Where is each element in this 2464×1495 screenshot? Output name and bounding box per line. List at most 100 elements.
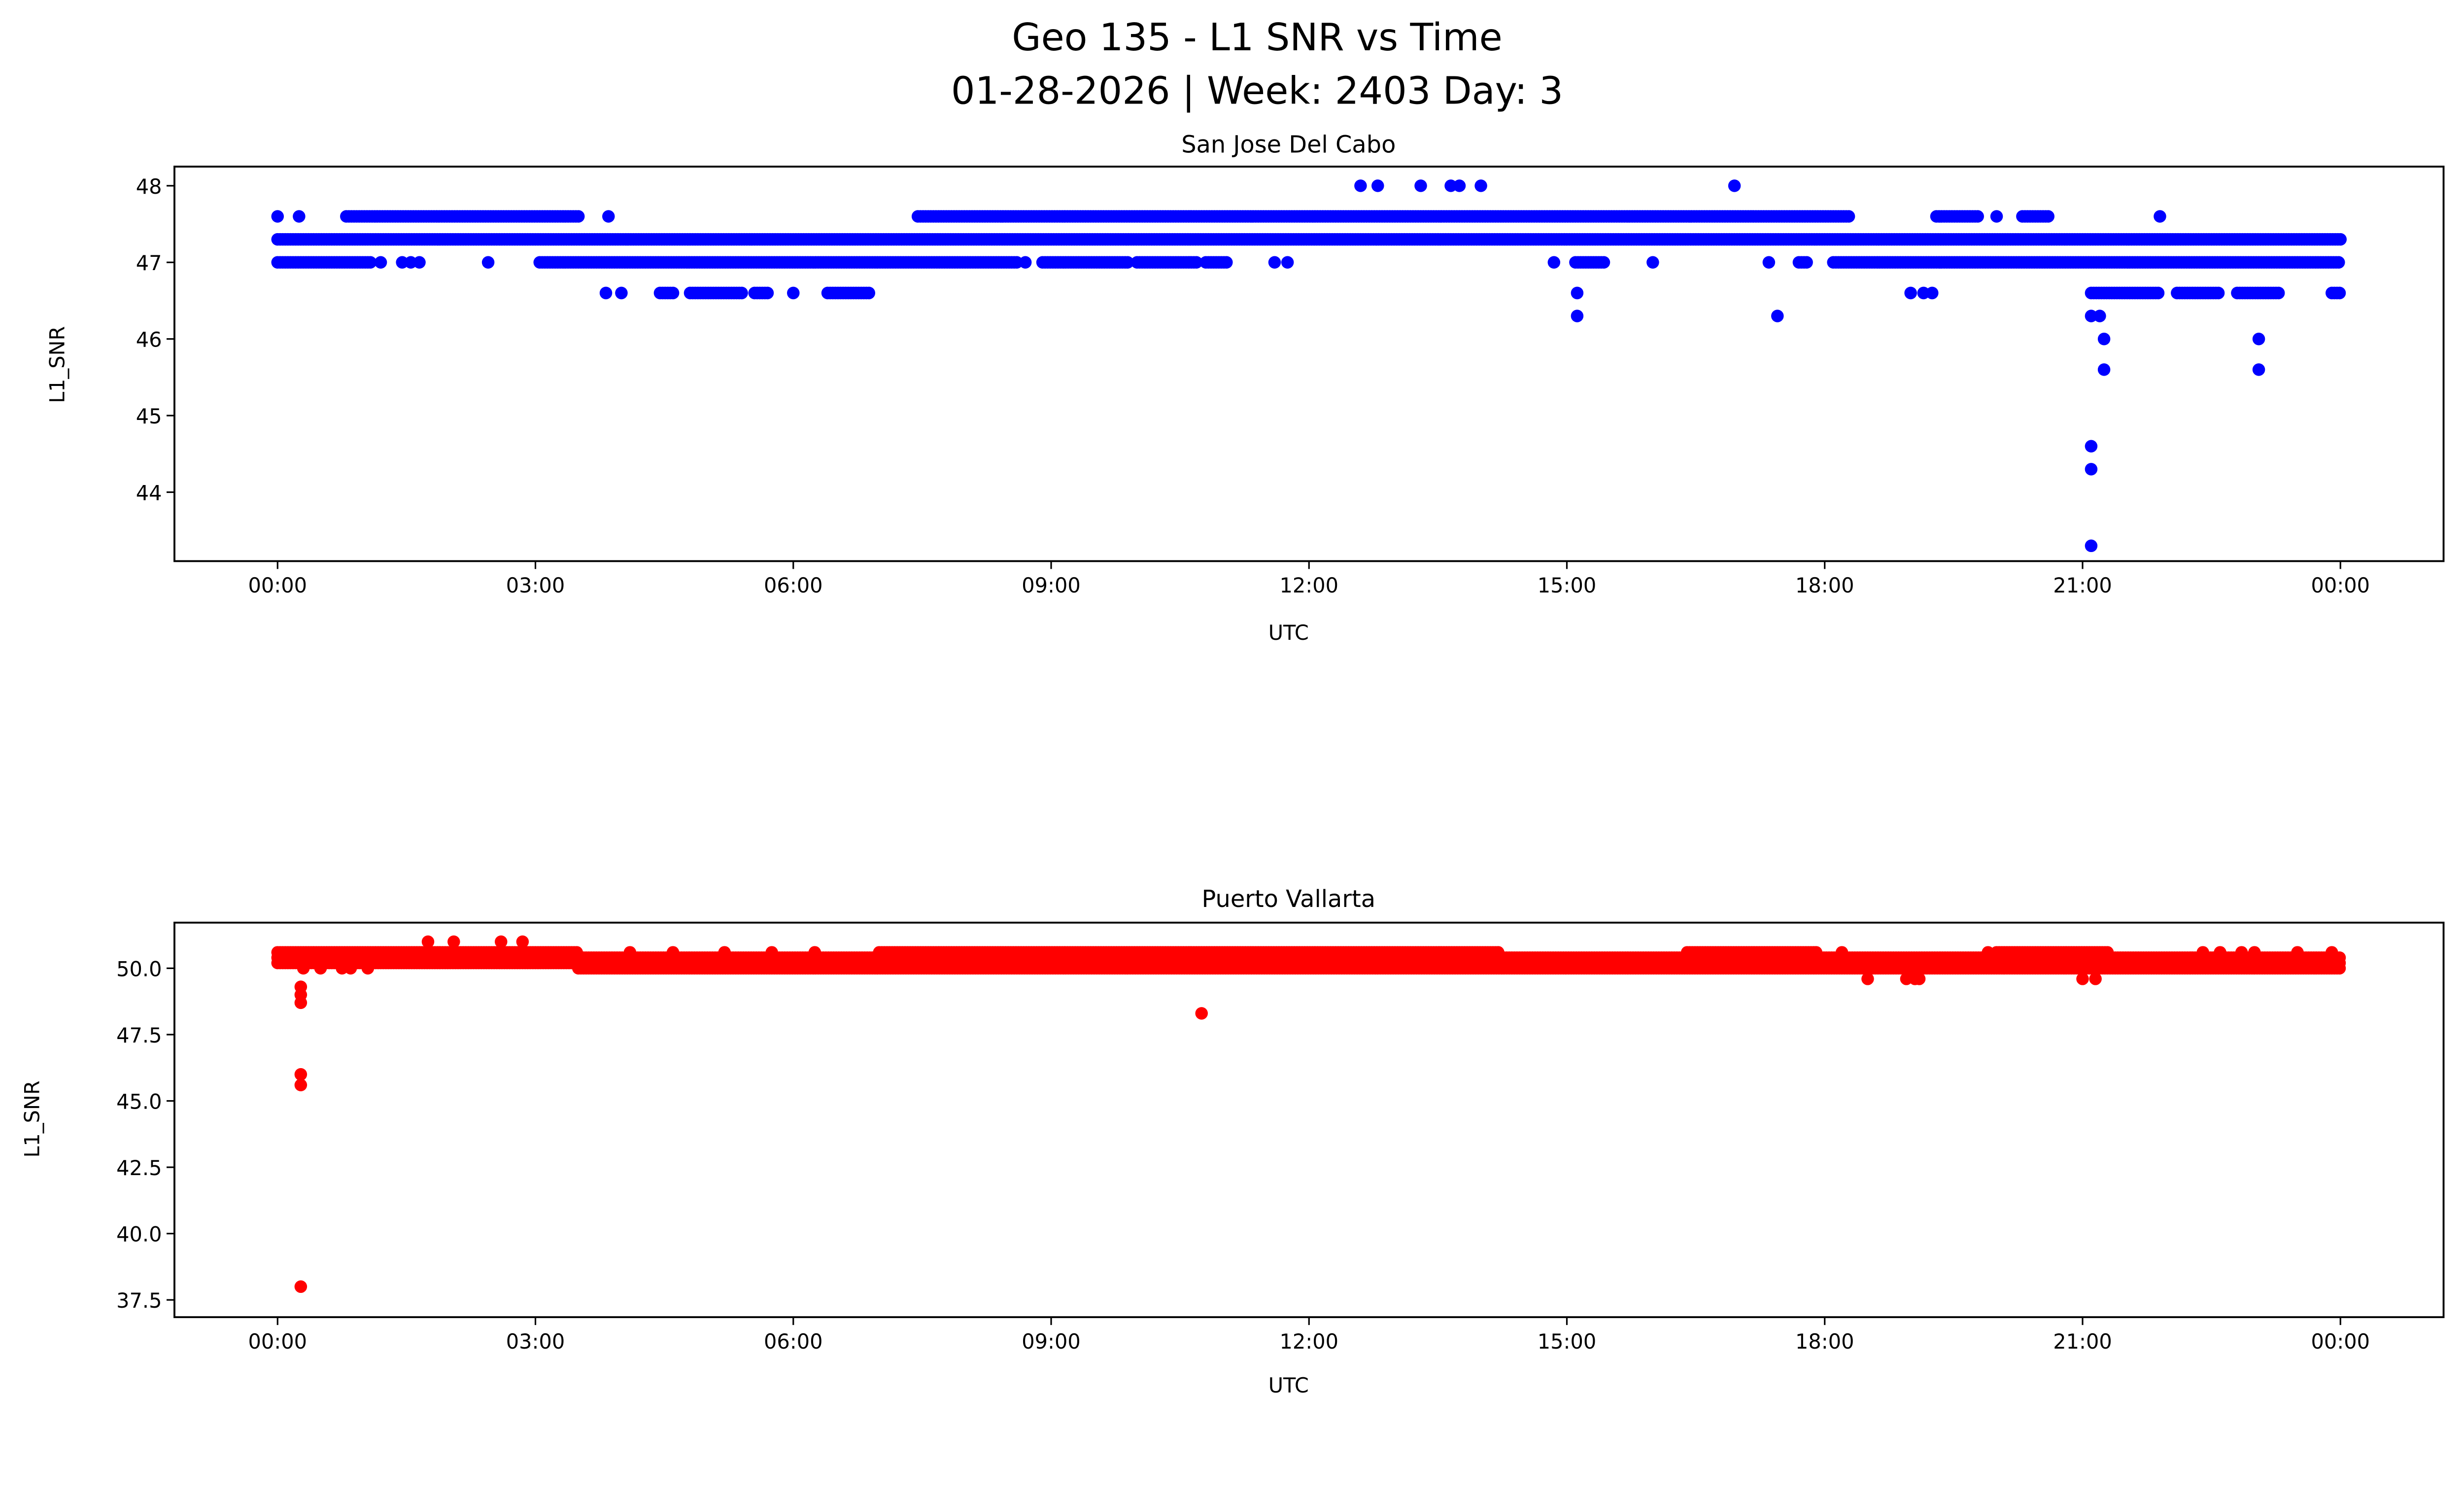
data-point xyxy=(2152,286,2165,300)
y-tick-label: 37.5 xyxy=(116,1289,162,1313)
y-tick-label: 44 xyxy=(136,481,162,505)
x-axis-label: UTC xyxy=(1268,1374,1309,1397)
data-point xyxy=(1547,256,1561,269)
x-tick-label: 21:00 xyxy=(2053,1330,2112,1354)
x-axis-label: UTC xyxy=(1268,621,1309,645)
y-tick-label: 46 xyxy=(136,328,162,352)
data-point xyxy=(1982,946,1994,959)
data-point xyxy=(1571,286,1584,300)
data-point xyxy=(1474,179,1487,192)
data-point xyxy=(2272,286,2285,300)
figure-title-line2: 01-28-2026 | Week: 2403 Day: 3 xyxy=(951,69,1563,113)
data-point xyxy=(718,946,731,959)
data-point xyxy=(1810,946,1823,959)
data-point xyxy=(1728,179,1741,192)
data-point xyxy=(761,286,774,300)
data-point xyxy=(1913,973,1926,985)
subplot-title: San Jose Del Cabo xyxy=(1181,131,1396,158)
y-tick-label: 42.5 xyxy=(116,1156,162,1180)
data-point xyxy=(1971,210,1984,223)
data-point xyxy=(735,286,748,300)
data-point xyxy=(765,946,778,959)
x-tick-label: 00:00 xyxy=(248,574,307,597)
y-tick-label: 48 xyxy=(136,175,162,199)
data-point xyxy=(516,935,529,948)
data-point xyxy=(1990,210,2003,223)
x-tick-label: 09:00 xyxy=(1022,574,1080,597)
y-tick-label: 47 xyxy=(136,251,162,275)
data-point xyxy=(1281,256,1294,269)
data-point xyxy=(615,286,628,300)
data-point xyxy=(2085,440,2098,453)
data-point xyxy=(1571,310,1584,322)
figure: Geo 135 - L1 SNR vs Time 01-28-2026 | We… xyxy=(20,16,2445,1398)
data-point xyxy=(2076,973,2089,985)
data-point xyxy=(623,946,637,959)
data-point xyxy=(599,286,613,300)
data-point xyxy=(2089,973,2102,985)
data-point xyxy=(1121,256,1134,269)
data-point xyxy=(1492,946,1505,959)
data-point xyxy=(1019,256,1032,269)
y-tick-label: 45.0 xyxy=(116,1090,162,1113)
data-point xyxy=(404,256,417,269)
x-tick-label: 12:00 xyxy=(1280,574,1338,597)
data-point xyxy=(1926,286,1939,300)
data-point xyxy=(1762,256,1776,269)
data-point xyxy=(1190,256,1203,269)
x-tick-label: 03:00 xyxy=(506,1330,565,1354)
data-point xyxy=(2154,210,2166,223)
data-point xyxy=(1861,973,1874,985)
data-point xyxy=(666,946,680,959)
data-point xyxy=(2085,463,2098,476)
subplot-title: Puerto Vallarta xyxy=(1202,886,1376,913)
data-point xyxy=(808,946,821,959)
data-point xyxy=(1268,256,1281,269)
data-point xyxy=(2252,332,2265,346)
x-tick-label: 15:00 xyxy=(1538,1330,1596,1354)
data-point xyxy=(2212,286,2225,300)
data-point xyxy=(1010,256,1023,269)
subplot-puerto-vallarta: Puerto Vallarta UTC L1_SNR 00:00 03:00 06:… xyxy=(21,886,2445,1397)
data-point xyxy=(2097,363,2111,376)
data-point xyxy=(1904,286,1917,300)
y-axis-label: L1_SNR xyxy=(46,326,69,403)
data-point xyxy=(2333,286,2346,300)
data-point xyxy=(2291,946,2304,959)
data-point xyxy=(1371,179,1384,192)
data-point xyxy=(2326,946,2338,959)
data-point xyxy=(344,962,357,975)
x-tick-label: 12:00 xyxy=(1280,1330,1338,1354)
subplot-san-jose-del-cabo: San Jose Del Cabo UTC L1_SNR 00:00 03:00 0… xyxy=(46,131,2445,645)
data-point xyxy=(2042,210,2054,223)
data-point xyxy=(2214,946,2226,959)
x-tick-label: 15:00 xyxy=(1538,574,1596,597)
data-point xyxy=(314,962,327,975)
data-point xyxy=(2334,233,2347,246)
data-point xyxy=(1646,256,1659,269)
data-point xyxy=(1220,256,1233,269)
data-point xyxy=(2248,946,2261,959)
data-point xyxy=(336,962,348,975)
data-point xyxy=(413,256,426,269)
data-point xyxy=(294,996,308,1009)
data-point xyxy=(447,935,460,948)
data-point xyxy=(2101,946,2114,959)
data-point xyxy=(1835,946,1848,959)
data-point xyxy=(2085,539,2098,553)
data-point xyxy=(2252,363,2265,376)
data-points xyxy=(271,935,2346,1293)
figure-title-line1: Geo 135 - L1 SNR vs Time xyxy=(1012,16,1502,60)
x-tick-label: 00:00 xyxy=(2311,1330,2370,1354)
x-tick-label: 18:00 xyxy=(1795,1330,1854,1354)
data-point xyxy=(364,256,377,269)
data-point xyxy=(1842,210,1855,223)
x-tick-label: 03:00 xyxy=(506,574,565,597)
data-point xyxy=(572,210,585,223)
data-point xyxy=(1800,256,1813,269)
data-point xyxy=(361,962,375,975)
x-tick-label: 00:00 xyxy=(248,1330,307,1354)
data-point xyxy=(294,1068,308,1081)
data-point xyxy=(1900,973,1913,985)
data-point xyxy=(1444,179,1457,192)
